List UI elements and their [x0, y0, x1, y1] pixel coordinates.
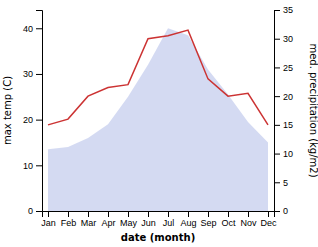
tick-label: 5: [283, 178, 288, 188]
tick-mark: [48, 211, 49, 217]
tick-label: 20: [23, 115, 33, 125]
y2-axis: 0 5 10 15 20 25 30 35: [274, 5, 293, 216]
tick: 35: [274, 5, 293, 15]
tick-label: 15: [283, 120, 293, 130]
tick: Jul: [163, 211, 175, 228]
axis-line: [275, 11, 281, 212]
tick-mark: [108, 211, 109, 217]
tick-label: 35: [283, 5, 293, 15]
tick-label: 0: [283, 206, 288, 216]
tick: 30: [274, 34, 293, 44]
axis-line: [36, 11, 43, 212]
tick-label: 10: [23, 161, 33, 171]
tick: Nov: [240, 211, 257, 228]
tick: 10: [274, 149, 293, 159]
tick: May: [120, 211, 138, 228]
tick: 25: [274, 63, 293, 73]
tick: Jun: [141, 211, 156, 228]
tick: Feb: [61, 211, 77, 228]
tick-mark: [36, 74, 42, 75]
tick-label: May: [120, 218, 138, 228]
tick-mark: [274, 96, 280, 97]
tick-label: Nov: [240, 218, 257, 228]
tick-mark: [268, 211, 269, 217]
tick-mark: [36, 120, 42, 121]
tick: Dec: [260, 211, 277, 228]
tick-mark: [274, 10, 280, 11]
tick-mark: [168, 211, 169, 217]
tick: 10: [23, 161, 42, 171]
tick: 30: [23, 69, 42, 79]
tick-label: Aug: [180, 218, 196, 228]
tick-label: 25: [283, 63, 293, 73]
tick: Sep: [200, 211, 216, 228]
tick-mark: [88, 211, 89, 217]
tick-label: Dec: [260, 218, 277, 228]
tick-label: Jan: [41, 218, 56, 228]
tick: Jan: [41, 211, 56, 228]
tick: Oct: [221, 211, 236, 228]
marks: [48, 28, 268, 211]
tick-label: Oct: [221, 218, 236, 228]
tick-label: 0: [28, 206, 33, 216]
x-axis: Jan Feb Mar Apr MayJun Jul Aug Sep Oct NovDec: [41, 211, 277, 228]
y2-axis-title: med. precipitation (kg/m2): [308, 43, 318, 177]
axis-line: [43, 212, 275, 218]
tick: Aug: [180, 211, 196, 228]
tick-label: 30: [283, 34, 293, 44]
y-axis-title: max temp (C): [2, 76, 13, 145]
tick-mark: [274, 67, 280, 68]
tick: 20: [274, 92, 293, 102]
tick-label: Sep: [200, 218, 216, 228]
tick-mark: [36, 211, 42, 212]
tick-label: 20: [283, 92, 293, 102]
tick-mark: [274, 39, 280, 40]
tick: 15: [274, 120, 293, 130]
tick: 5: [274, 178, 288, 188]
tick-label: 10: [283, 149, 293, 159]
tick-mark: [274, 211, 280, 212]
tick: Apr: [101, 211, 115, 228]
tick-mark: [188, 211, 189, 217]
tick: 0: [28, 206, 42, 216]
tick-label: Mar: [81, 218, 97, 228]
tick-label: 30: [23, 69, 33, 79]
tick-mark: [148, 211, 149, 217]
tick-mark: [208, 211, 209, 217]
tick-label: Jul: [163, 218, 175, 228]
tick-mark: [68, 211, 69, 217]
tick: Mar: [81, 211, 97, 228]
tick-label: Feb: [61, 218, 77, 228]
tick-mark: [274, 182, 280, 183]
tick-mark: [36, 28, 42, 29]
tick: 20: [23, 115, 42, 125]
tick-mark: [228, 211, 229, 217]
line: [48, 30, 268, 125]
tick: 40: [23, 24, 42, 34]
tick-label: Jun: [141, 218, 156, 228]
chart: Jan Feb Mar Apr MayJun Jul Aug Sep Oct NovDec 0 10 2…: [0, 0, 318, 247]
tick-mark: [248, 211, 249, 217]
tick-mark: [36, 165, 42, 166]
tick: 0: [274, 206, 288, 216]
tick-mark: [128, 211, 129, 217]
tick-label: 40: [23, 24, 33, 34]
tick-mark: [274, 125, 280, 126]
tick-label: Apr: [101, 218, 115, 228]
plot-area: Jan Feb Mar Apr MayJun Jul Aug Sep Oct NovDec 0 10 2…: [23, 5, 293, 228]
y-axis: 0 10 20 30 40: [23, 11, 43, 217]
tick-mark: [274, 154, 280, 155]
area: [48, 28, 268, 211]
x-axis-title: date (month): [121, 232, 195, 243]
